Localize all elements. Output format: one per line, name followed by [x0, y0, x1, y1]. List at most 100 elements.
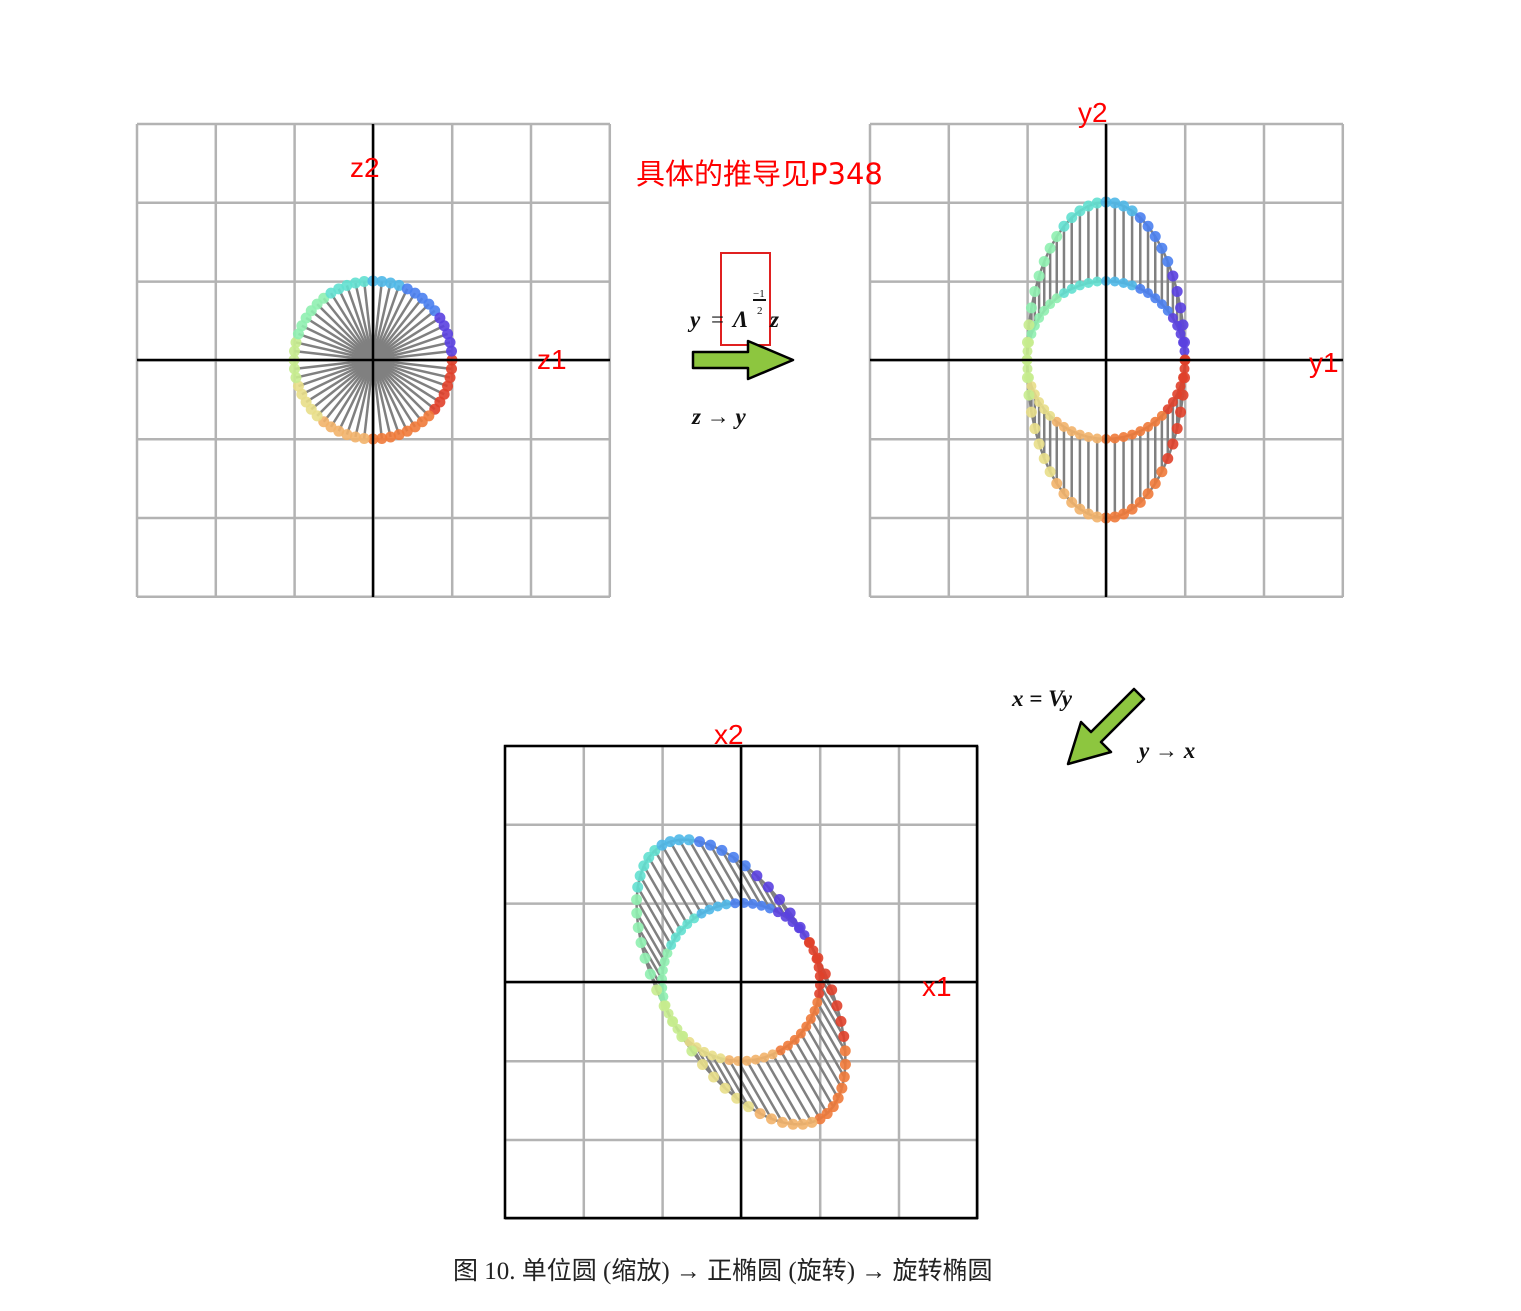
circle-point — [1051, 293, 1062, 304]
circle-point — [689, 913, 700, 924]
mapping-y-to-x: y → x — [1136, 738, 1195, 763]
mapping-line — [793, 1039, 835, 1108]
ellipse-point — [784, 907, 796, 919]
circle-point — [1051, 416, 1062, 427]
circle-point — [813, 962, 824, 973]
mapping-line — [786, 1044, 829, 1115]
spoke-line — [362, 359, 375, 439]
spoke-line — [372, 324, 445, 362]
circle-point — [682, 919, 693, 930]
ellipse-point — [1142, 488, 1154, 500]
ellipse-point — [765, 1113, 777, 1125]
equation-lambda: Λ — [731, 307, 748, 332]
circle-point — [1022, 363, 1033, 374]
circle-point — [666, 940, 677, 951]
figure-caption: 图 10. 单位圆 (缩放) → 正椭圆 (旋转) → 旋转椭圆 — [453, 1257, 993, 1285]
ellipse-point — [1051, 478, 1063, 490]
ellipse-point — [812, 952, 824, 964]
panel-x: x1 x2 — [503, 719, 980, 1221]
spoke-line — [371, 359, 384, 439]
ellipse-point — [1023, 389, 1035, 401]
spoke-line — [372, 358, 448, 388]
circle-point — [1034, 397, 1045, 408]
spoke-line — [372, 358, 452, 371]
ellipse-point — [751, 870, 763, 882]
circle-point — [1179, 363, 1190, 374]
equation-x-vy: x = Vy — [1011, 686, 1073, 711]
panel-z: z1 z2 — [135, 122, 612, 599]
mapping-line — [745, 1060, 784, 1124]
circle-point — [1162, 305, 1173, 316]
spoke-line — [301, 358, 374, 396]
panel-x-ylabel: x2 — [714, 719, 744, 750]
circle-point — [1039, 404, 1050, 415]
circle-point — [1026, 381, 1037, 392]
highlight-box — [720, 252, 771, 346]
circle-point — [444, 336, 456, 348]
circle-point — [1022, 346, 1033, 357]
ellipse-point — [832, 1092, 844, 1104]
panel-y: y1 y2 — [868, 97, 1345, 599]
ellipse-point — [1021, 372, 1033, 384]
circle-point — [442, 328, 454, 340]
ellipse-point — [1051, 230, 1063, 242]
ellipse-point — [835, 1015, 847, 1027]
circle-point — [376, 433, 388, 445]
mapping-line — [687, 839, 728, 906]
circle-point — [676, 925, 687, 936]
mapping-line — [639, 875, 677, 939]
ellipse-point — [1126, 205, 1138, 217]
ellipse-point — [1021, 336, 1033, 348]
circle-point — [1143, 421, 1154, 432]
circle-point — [1058, 288, 1069, 299]
panel-x-xlabel: x1 — [922, 971, 952, 1002]
spoke-line — [354, 359, 375, 438]
down-left-arrow-icon — [1066, 687, 1146, 766]
spoke-line — [372, 297, 424, 361]
ellipse-point — [1058, 220, 1070, 232]
circle-point — [772, 907, 783, 918]
circle-point — [1167, 397, 1178, 408]
circle-point — [1162, 404, 1173, 415]
ellipse-point — [826, 984, 838, 996]
circle-point — [1083, 432, 1094, 443]
spoke-line — [371, 285, 401, 361]
ellipse-point — [1149, 230, 1161, 242]
mapping-line — [816, 1001, 847, 1052]
mapping-line — [642, 865, 683, 932]
ellipse-point — [836, 1082, 848, 1094]
spoke-line — [329, 359, 375, 428]
circle-point — [707, 1050, 718, 1061]
ellipse-point — [1044, 466, 1056, 478]
ellipse-point — [1074, 205, 1086, 217]
panel-y-ylabel: y2 — [1078, 97, 1108, 128]
ellipse-point — [839, 1045, 851, 1057]
mapping-line — [703, 1051, 727, 1089]
ellipse-point — [1074, 503, 1086, 515]
ellipse-point — [634, 870, 646, 882]
circle-point — [1092, 433, 1103, 444]
ellipse-point — [1175, 302, 1187, 314]
circle-point — [767, 1049, 778, 1060]
ellipse-point — [1126, 503, 1138, 515]
mapping-line — [755, 875, 779, 913]
ellipse-point — [1162, 453, 1174, 465]
circle-point — [741, 1055, 752, 1066]
spoke-line — [371, 292, 417, 361]
ellipse-point — [676, 1031, 688, 1043]
panel-x-points — [631, 834, 851, 1130]
spoke-line — [310, 359, 374, 411]
ellipse-point — [739, 860, 751, 872]
ellipse-point — [773, 894, 785, 906]
ellipse-point — [1167, 270, 1179, 282]
ellipse-point — [1149, 478, 1161, 490]
circle-point — [663, 1008, 674, 1019]
circle-point — [1074, 280, 1085, 291]
transform-2: x = Vy y → x — [1011, 686, 1195, 766]
ellipse-point — [1044, 242, 1056, 254]
circle-point — [662, 948, 673, 959]
ellipse-point — [1118, 508, 1130, 520]
ellipse-point — [1142, 220, 1154, 232]
circle-point — [1156, 299, 1167, 310]
spoke-line — [372, 358, 441, 404]
